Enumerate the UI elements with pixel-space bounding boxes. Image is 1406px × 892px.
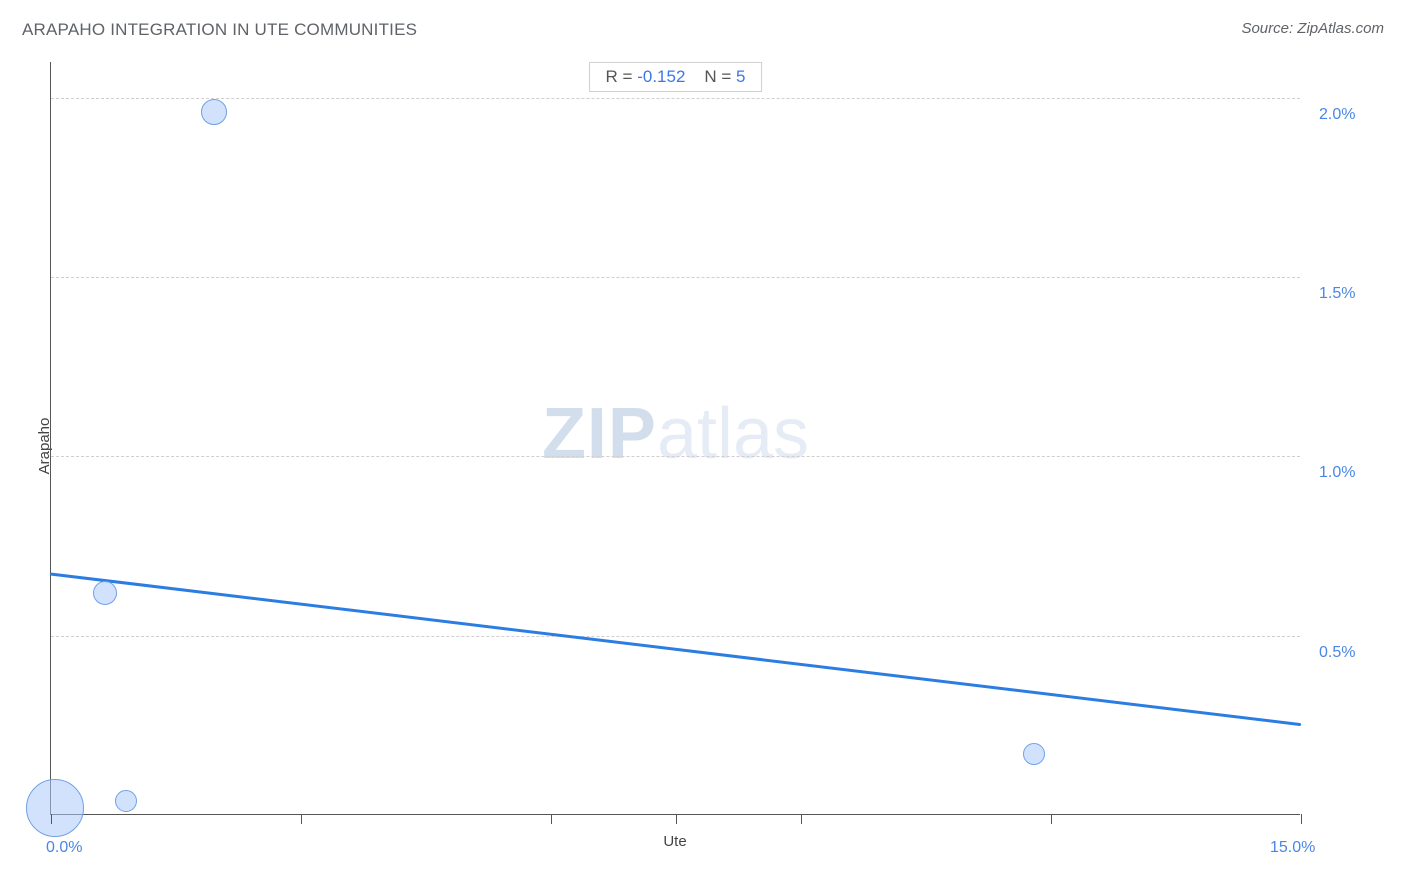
y-tick-label: 2.0% [1319,106,1355,124]
x-axis-label: Ute [50,833,1300,850]
r-value: -0.152 [637,67,685,86]
n-value: 5 [736,67,745,86]
data-point [93,581,117,605]
x-tick [301,814,302,824]
x-tick [551,814,552,824]
x-axis-max: 15.0% [1270,839,1315,857]
stats-box: R = -0.152 N = 5 [589,62,763,92]
y-tick-label: 0.5% [1319,644,1355,662]
data-point [115,790,137,812]
n-label: N = [704,67,736,86]
x-tick [51,814,52,824]
x-tick [676,814,677,824]
page-title: ARAPAHO INTEGRATION IN UTE COMMUNITIES [22,20,417,39]
trend-line [51,62,1300,814]
x-axis-min: 0.0% [46,839,82,857]
data-point [26,779,84,837]
data-point [1023,743,1045,765]
y-tick-label: 1.0% [1319,464,1355,482]
x-tick [801,814,802,824]
x-tick [1051,814,1052,824]
scatter-plot: ZIPatlas R = -0.152 N = 5 0.5%1.0%1.5%2.… [50,62,1300,815]
x-tick [1301,814,1302,824]
data-point [201,99,227,125]
y-tick-label: 1.5% [1319,285,1355,303]
r-label: R = [606,67,638,86]
source-attribution: Source: ZipAtlas.com [1241,20,1384,37]
